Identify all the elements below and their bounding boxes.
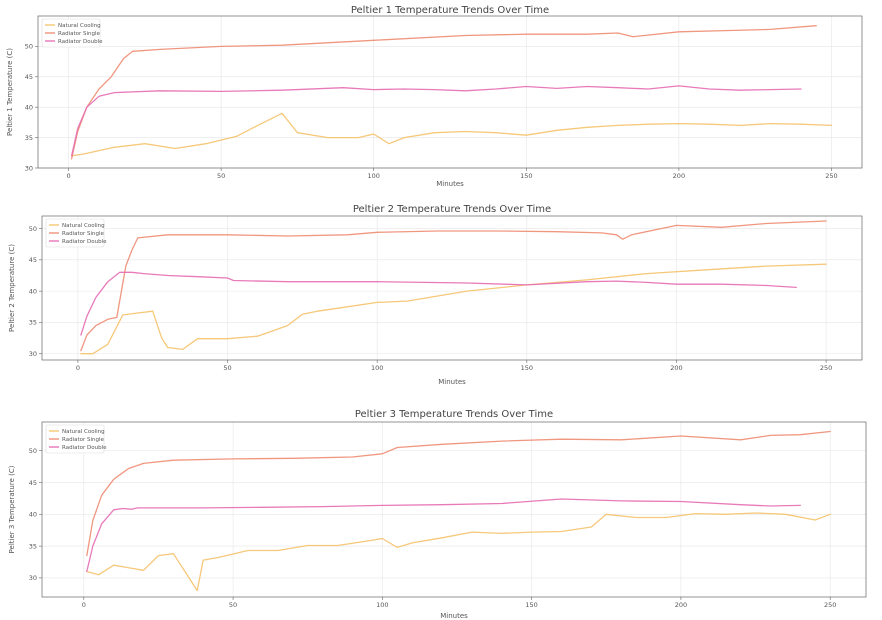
plot-frame [41, 421, 867, 598]
legend-label-radiator-single: Radiator Single [58, 31, 101, 37]
y-tick-label: 50 [29, 225, 37, 233]
plot-frame [41, 215, 863, 361]
series-line-natural-cooling [86, 512, 831, 592]
y-tick-label: 45 [29, 256, 37, 264]
series-line-radiator-double [80, 271, 797, 336]
chart-title: Peltier 3 Temperature Trends Over Time [355, 409, 553, 420]
series-line-radiator-single [86, 430, 831, 557]
x-tick-label: 0 [82, 601, 86, 609]
x-tick-label: 150 [520, 172, 532, 180]
y-axis-label: Peltier 3 Temperature (C) [8, 465, 16, 553]
y-tick-label: 50 [29, 447, 37, 455]
peltier-1-chart: 0 50 100 150 200 250 30 35 40 45 50 Peltier 1 Tempe… [6, 5, 863, 188]
y-tick-label: 30 [25, 164, 33, 172]
y-tick-label: 35 [29, 542, 37, 550]
x-axis-label: Minutes [440, 612, 468, 620]
x-axis-label: Minutes [436, 180, 464, 188]
y-tick-label: 45 [25, 73, 33, 81]
legend-label-radiator-double: Radiator Double [62, 239, 107, 245]
y-tick-label: 30 [29, 574, 37, 582]
y-tick-label: 30 [29, 350, 37, 358]
x-tick-label: 250 [820, 364, 832, 372]
y-tick-label: 40 [29, 287, 37, 295]
legend-label-radiator-single: Radiator Single [62, 231, 105, 237]
plot-frame [37, 15, 863, 169]
y-tick-label: 50 [25, 43, 33, 51]
legend-box [45, 424, 105, 454]
series-line-radiator-single [70, 25, 817, 160]
x-tick-label: 200 [670, 364, 682, 372]
series-line-natural-cooling [80, 263, 827, 355]
x-tick-label: 150 [525, 601, 537, 609]
peltier-2-chart: 0 50 100 150 200 250 30 35 40 45 50 Peltier 2 Tempe… [8, 204, 863, 386]
x-tick-label: 100 [367, 172, 379, 180]
legend: Natural Cooling Radiator Single Radiator D… [45, 424, 107, 454]
x-tick-label: 100 [376, 601, 388, 609]
x-tick-label: 50 [229, 601, 237, 609]
legend: Natural Cooling Radiator Single Radiator D… [45, 218, 107, 248]
series-line-natural-cooling [70, 112, 833, 157]
x-tick-label: 250 [825, 172, 837, 180]
series-line-radiator-single [80, 220, 827, 352]
legend-label-radiator-single: Radiator Single [62, 437, 105, 443]
y-tick-label: 35 [25, 134, 33, 142]
legend-label-natural-cooling: Natural Cooling [62, 223, 105, 229]
x-axis-label: Minutes [438, 378, 466, 386]
legend-box [45, 218, 105, 248]
y-tick-label: 40 [25, 104, 33, 112]
series-line-radiator-double [70, 85, 802, 157]
x-tick-label: 50 [223, 364, 231, 372]
x-tick-label: 200 [675, 601, 687, 609]
chart-title: Peltier 2 Temperature Trends Over Time [353, 204, 551, 215]
peltier-3-chart: 0 50 100 150 200 250 30 35 40 45 50 Peltier 3 Tempe… [8, 409, 867, 620]
legend-label-natural-cooling: Natural Cooling [58, 23, 101, 29]
legend-label-radiator-double: Radiator Double [62, 445, 107, 451]
y-tick-label: 40 [29, 511, 37, 519]
y-tick-label: 45 [29, 479, 37, 487]
legend-label-radiator-double: Radiator Double [58, 39, 103, 45]
x-tick-label: 250 [824, 601, 836, 609]
legend-label-natural-cooling: Natural Cooling [62, 429, 105, 435]
x-tick-label: 0 [66, 172, 70, 180]
legend-box [41, 18, 101, 48]
x-tick-label: 0 [76, 364, 80, 372]
x-tick-label: 50 [217, 172, 225, 180]
y-axis-label: Peltier 2 Temperature (C) [8, 244, 16, 332]
y-tick-label: 35 [29, 319, 37, 327]
x-tick-label: 150 [521, 364, 533, 372]
y-axis-label: Peltier 1 Temperature (C) [6, 48, 14, 136]
x-tick-label: 100 [371, 364, 383, 372]
chart-title: Peltier 1 Temperature Trends Over Time [351, 5, 549, 16]
legend: Natural Cooling Radiator Single Radiator D… [41, 18, 103, 48]
series-line-radiator-double [86, 498, 801, 573]
x-tick-label: 200 [673, 172, 685, 180]
